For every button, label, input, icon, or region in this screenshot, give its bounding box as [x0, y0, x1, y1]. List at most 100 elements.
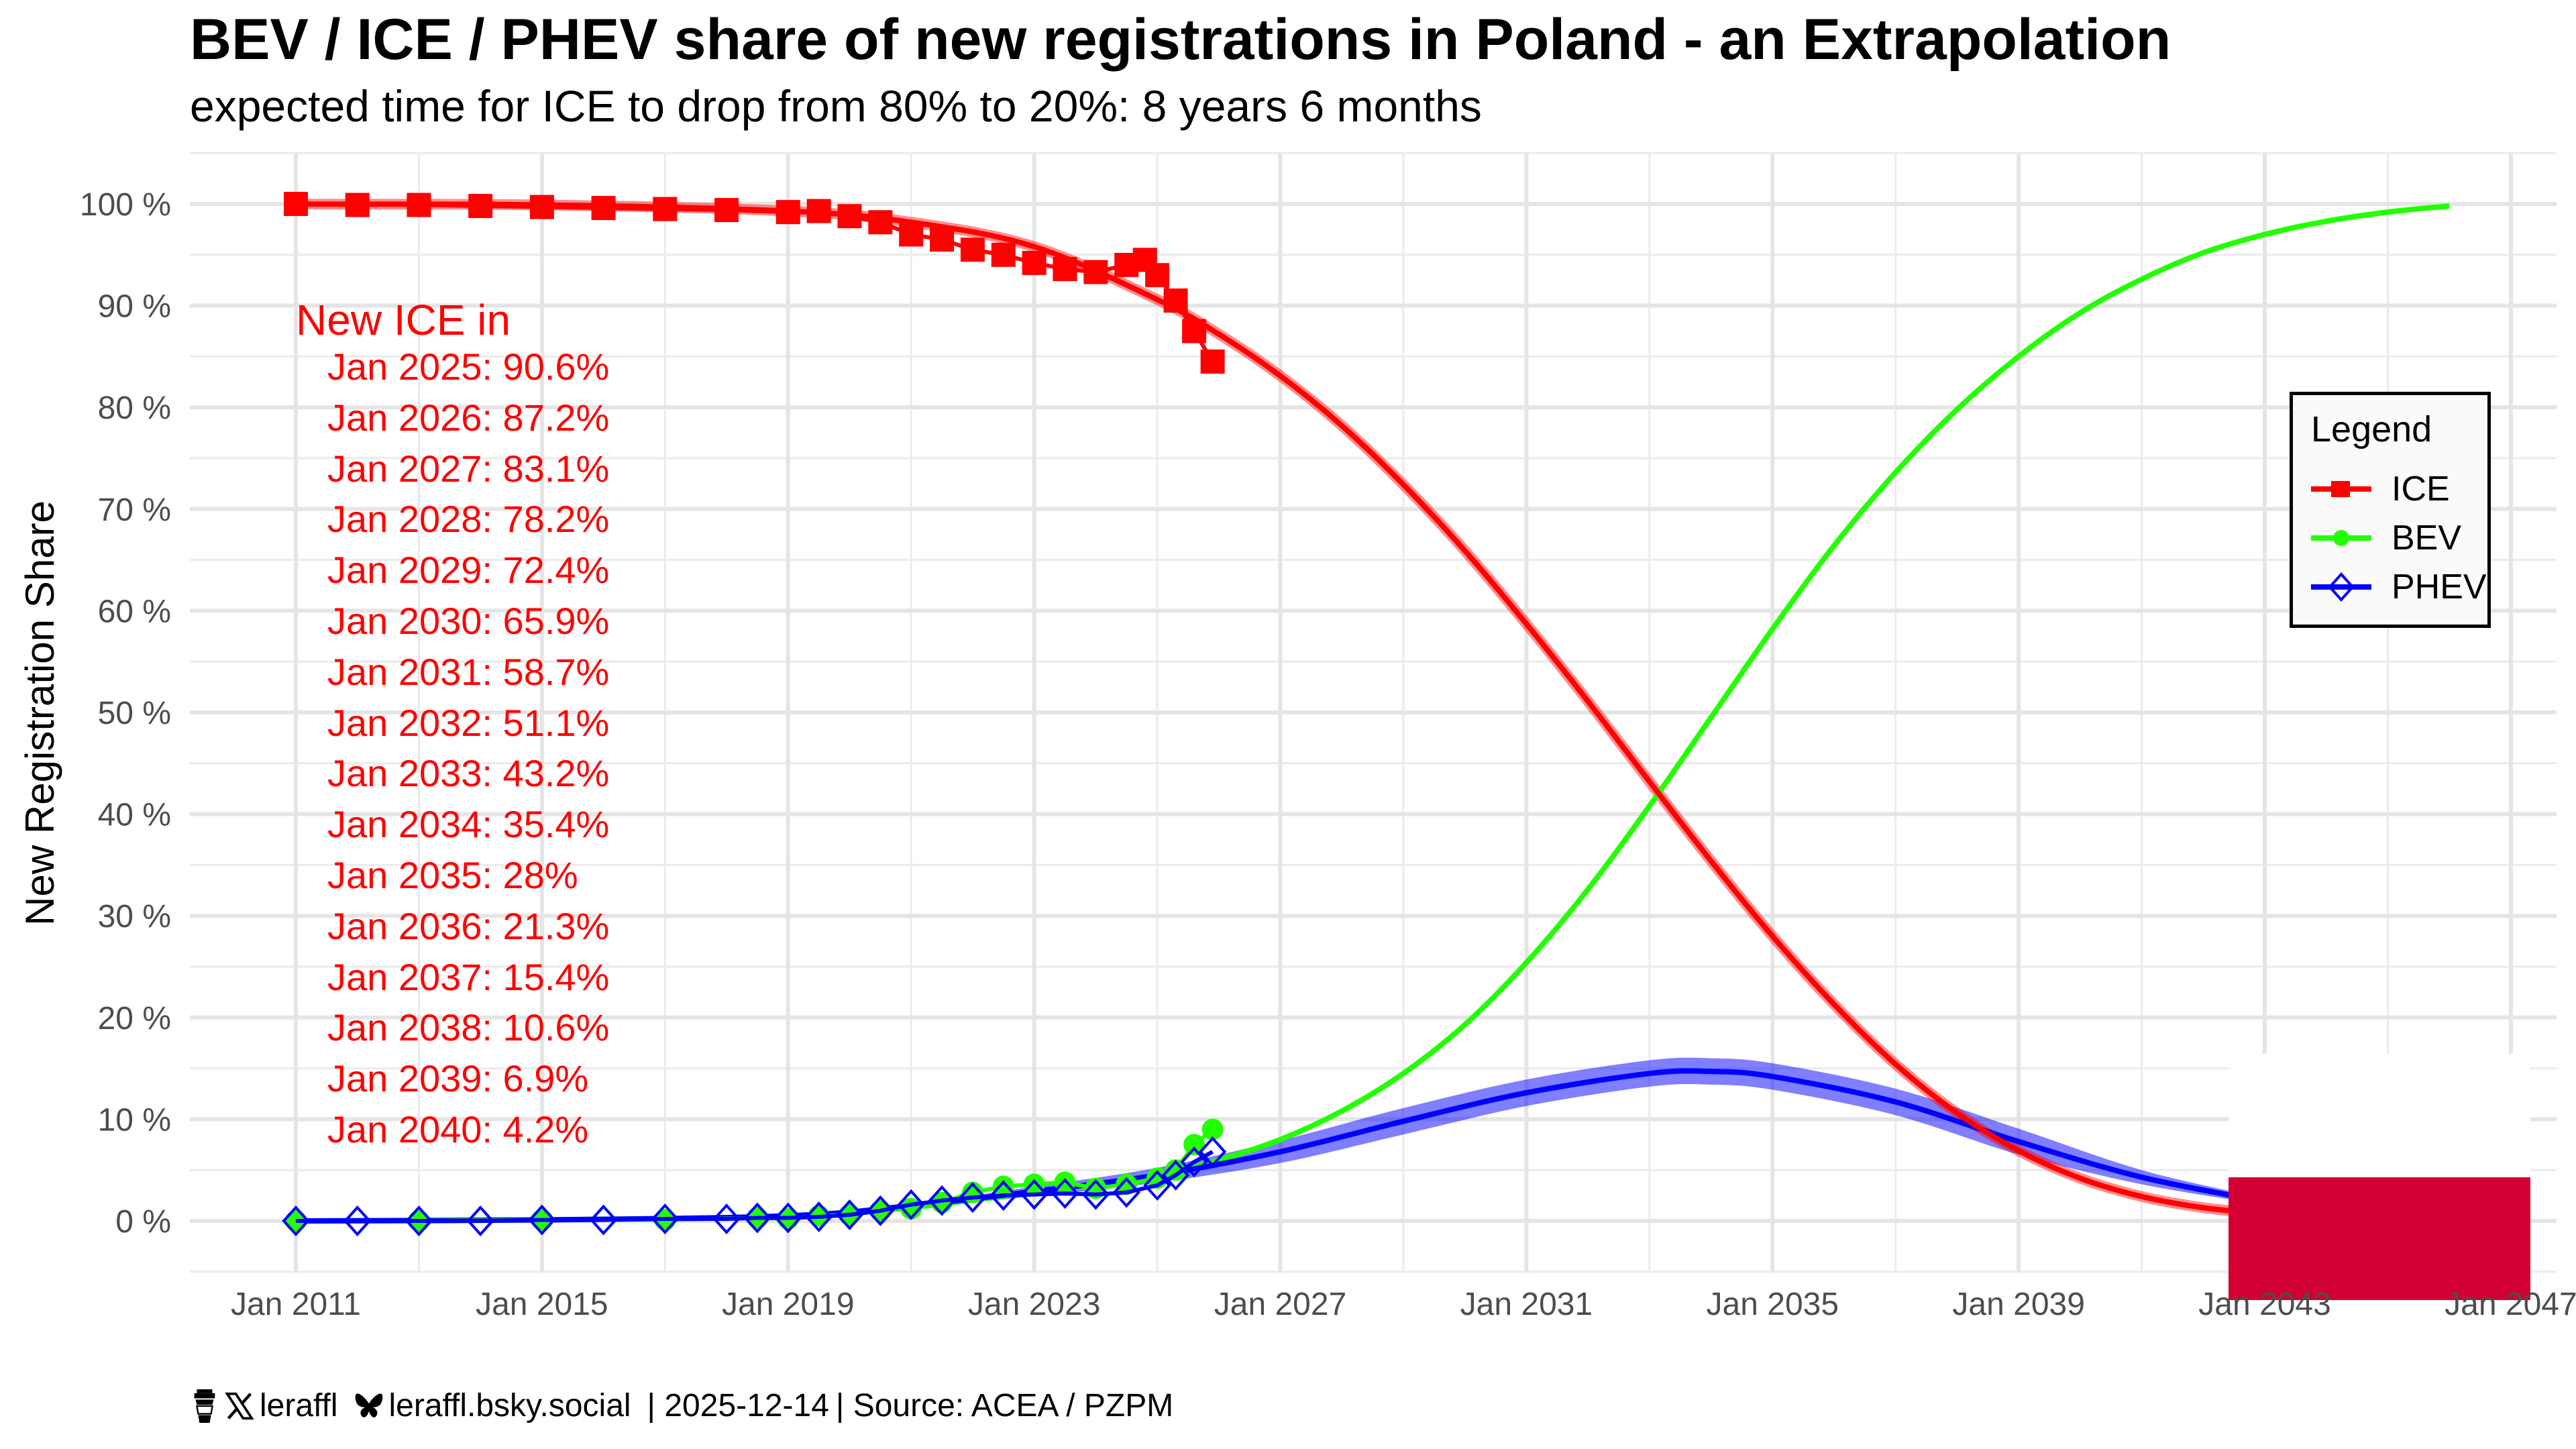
x-tick-label: Jan 2023 [968, 1287, 1101, 1322]
y-tick-label: 20 % [98, 1001, 171, 1036]
phev-data-point [804, 1201, 833, 1232]
annotation-row: Jan 2032: 51.1% [327, 701, 610, 744]
y-tick-label: 50 % [98, 696, 171, 731]
y-tick-label: 40 % [98, 798, 171, 833]
ice-data-point [1053, 257, 1077, 282]
annotation-rows: Jan 2025: 90.6% Jan 2026: 87.2% Jan 2027: … [296, 345, 609, 1159]
annotation-row: Jan 2027: 83.1% [327, 447, 610, 490]
flag-white-stripe [2229, 1054, 2530, 1177]
bev-data-point [1023, 1173, 1045, 1195]
ice-data-point [407, 193, 431, 217]
square-marker-icon [2311, 481, 2371, 497]
bev-data-point [1165, 1159, 1187, 1181]
circle-marker-icon [2311, 530, 2371, 546]
x-tick-label: Jan 2011 [231, 1287, 361, 1322]
flag-red-stripe [2229, 1177, 2530, 1300]
phev-data-point [866, 1195, 895, 1226]
annotation-row: Jan 2040: 4.2% [327, 1108, 589, 1150]
ice-data-point [1163, 288, 1188, 313]
phev-data-point [589, 1204, 618, 1236]
x-tick-label: Jan 2031 [1460, 1287, 1593, 1322]
phev-data-point [989, 1180, 1018, 1212]
ice-data-point [468, 194, 493, 219]
annotation-row: Jan 2039: 6.9% [327, 1057, 589, 1100]
x-tick-label: Jan 2019 [722, 1287, 855, 1322]
x-logo-icon [225, 1392, 254, 1419]
phev-data-point [1143, 1169, 1171, 1201]
legend-label: ICE [2392, 470, 2450, 508]
x-tick-label: Jan 2047 [2445, 1287, 2576, 1322]
chart-title: BEV / ICE / PHEV share of new registrati… [190, 7, 2171, 72]
y-tick-label: 90 % [98, 289, 171, 325]
ice-data-point [1022, 250, 1046, 275]
x-tick-label: Jan 2035 [1707, 1287, 1839, 1322]
phev-data-point [405, 1205, 433, 1236]
ice-data-point [1182, 319, 1207, 343]
legend: Legend ICE BEV PHEV [2290, 392, 2491, 628]
annotation-row: Jan 2028: 78.2% [327, 498, 610, 541]
bev-data-point [992, 1175, 1014, 1197]
bluesky-handle: leraffl.bsky.social [388, 1388, 631, 1424]
phev-data-point [1180, 1146, 1208, 1178]
annotation-row: Jan 2030: 65.9% [327, 599, 610, 642]
y-tick-label: 100 % [80, 187, 171, 223]
annotation-row: Jan 2031: 58.7% [327, 650, 610, 693]
y-axis-label: New Registration Share [17, 500, 62, 926]
annotation-heading: New ICE in [296, 296, 511, 344]
footer-caption: leraffl leraffl.bsky.social | 2025-12-14… [190, 1387, 1173, 1424]
ice-data-point [653, 197, 678, 221]
phev-data-point [897, 1189, 925, 1220]
phev-data-point [528, 1204, 556, 1236]
legend-label: PHEV [2392, 568, 2487, 606]
axis-labels: 0 % 10 % 20 % 30 % 40 % 50 % 60 % 70 % 80 % 90 % 1… [80, 187, 2576, 1322]
date-text: | 2025-12-14 [647, 1388, 829, 1424]
ice-data-point [529, 195, 554, 219]
annotation-row: Jan 2025: 90.6% [327, 345, 610, 388]
phev-data-point [1051, 1178, 1079, 1210]
y-tick-label: 80 % [98, 390, 171, 426]
phev-observed-line [296, 1150, 1214, 1223]
bev-data-point [1201, 1118, 1224, 1140]
phev-data-point [1112, 1177, 1140, 1208]
annotation-row: Jan 2033: 43.2% [327, 752, 610, 795]
phev-data-point [774, 1202, 802, 1234]
annotation-row: Jan 2034: 35.4% [327, 803, 610, 846]
legend-title: Legend [2311, 409, 2432, 449]
ice-data-point [1200, 349, 1225, 374]
x-tick-label: Jan 2039 [1952, 1287, 2085, 1322]
ice-data-point [775, 200, 800, 225]
annotation-row: Jan 2029: 72.4% [327, 549, 610, 592]
ice-data-point [930, 227, 955, 252]
y-tick-label: 70 % [98, 492, 171, 528]
ice-data-point [591, 196, 616, 221]
phev-data-point [1020, 1179, 1049, 1210]
bluesky-butterfly-icon [355, 1393, 382, 1417]
y-tick-label: 30 % [98, 899, 171, 934]
ice-data-point [806, 199, 831, 223]
ice-data-point [714, 198, 739, 223]
diamond-marker-icon [2311, 572, 2371, 602]
phev-data-point [1161, 1159, 1190, 1191]
x-tick-label: Jan 2015 [476, 1287, 608, 1322]
x-tick-label: Jan 2043 [2198, 1287, 2331, 1322]
annotation-row: Jan 2036: 21.3% [327, 904, 610, 947]
y-tick-label: 60 % [98, 594, 171, 629]
bev-data-point [1183, 1134, 1205, 1156]
x-tick-label: Jan 2027 [1214, 1287, 1347, 1322]
coffee-cup-icon [194, 1389, 215, 1423]
phev-data-point [712, 1203, 741, 1234]
phev-data-point [343, 1205, 372, 1236]
phev-data-point [1198, 1136, 1227, 1167]
ice-data-point [960, 237, 985, 262]
chart-subtitle: expected time for ICE to drop from 80% t… [190, 81, 1482, 131]
ice-data-point [868, 210, 893, 235]
poland-flag [2229, 1054, 2530, 1300]
source-text: | Source: ACEA / PZPM [835, 1388, 1174, 1424]
y-tick-label: 10 % [98, 1102, 171, 1138]
phev-data-point [282, 1205, 310, 1236]
ice-forecast-annotation: New ICE in Jan 2025: 90.6% Jan 2026: 87.2… [296, 295, 609, 1159]
ice-data-point [837, 204, 862, 229]
phev-data-point [835, 1199, 864, 1230]
phev-data-point [928, 1185, 956, 1216]
